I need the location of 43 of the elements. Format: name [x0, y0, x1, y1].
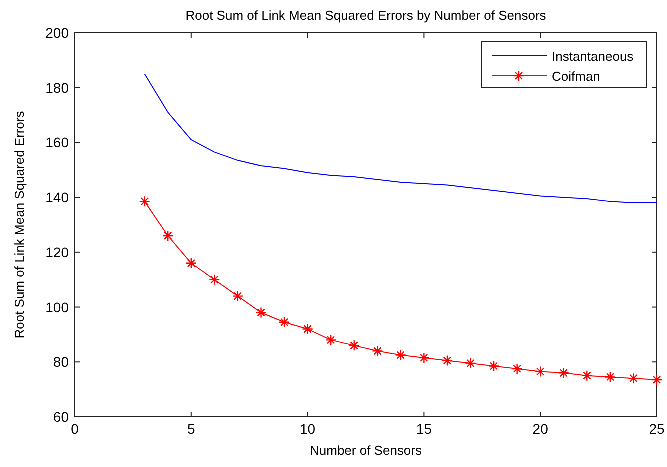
- x-tick-label: 10: [300, 421, 316, 437]
- point: [186, 258, 197, 269]
- point: [651, 374, 663, 386]
- point: [488, 360, 500, 372]
- x-tick-label: 20: [532, 421, 549, 437]
- x-tick-label: 15: [416, 421, 432, 437]
- point: [325, 334, 337, 346]
- point: [256, 307, 267, 318]
- point: [372, 346, 384, 357]
- point: [442, 355, 454, 366]
- y-axis-title: Root Sum of Link Mean Squared Errors: [12, 110, 27, 339]
- point: [395, 350, 407, 361]
- x-axis-title: Number of Sensors: [310, 443, 422, 458]
- point: [209, 274, 220, 286]
- point: [512, 363, 523, 375]
- chart-title: Root Sum of Link Mean Squared Errors by Number of Sensors: [186, 8, 547, 23]
- point: [302, 324, 314, 335]
- point: [418, 352, 430, 364]
- point: [604, 372, 616, 383]
- y-tick-label: 140: [46, 190, 70, 206]
- point: [582, 370, 593, 382]
- point: [558, 368, 570, 379]
- point: [348, 340, 360, 352]
- legend-label: Coifman: [552, 69, 600, 84]
- line-series: [144, 74, 658, 204]
- point: [162, 230, 174, 242]
- point: [535, 366, 546, 378]
- y-tick-label: 120: [46, 244, 70, 260]
- legend-label: Instantaneous: [552, 49, 634, 64]
- y-tick-label: 200: [46, 25, 70, 41]
- y-tick-label: 180: [46, 80, 70, 96]
- point: [232, 290, 244, 302]
- point: [278, 316, 290, 328]
- x-tick-label: 0: [71, 421, 80, 437]
- y-tick-label: 80: [53, 354, 70, 370]
- x-tick-label: 5: [188, 421, 196, 437]
- point: [628, 373, 640, 384]
- y-tick-label: 100: [46, 299, 70, 316]
- point: [139, 196, 150, 208]
- y-tick-label: 60: [53, 409, 70, 425]
- point: [465, 358, 476, 370]
- y-tick-label: 160: [46, 134, 70, 151]
- x-tick-label: 25: [649, 421, 665, 437]
